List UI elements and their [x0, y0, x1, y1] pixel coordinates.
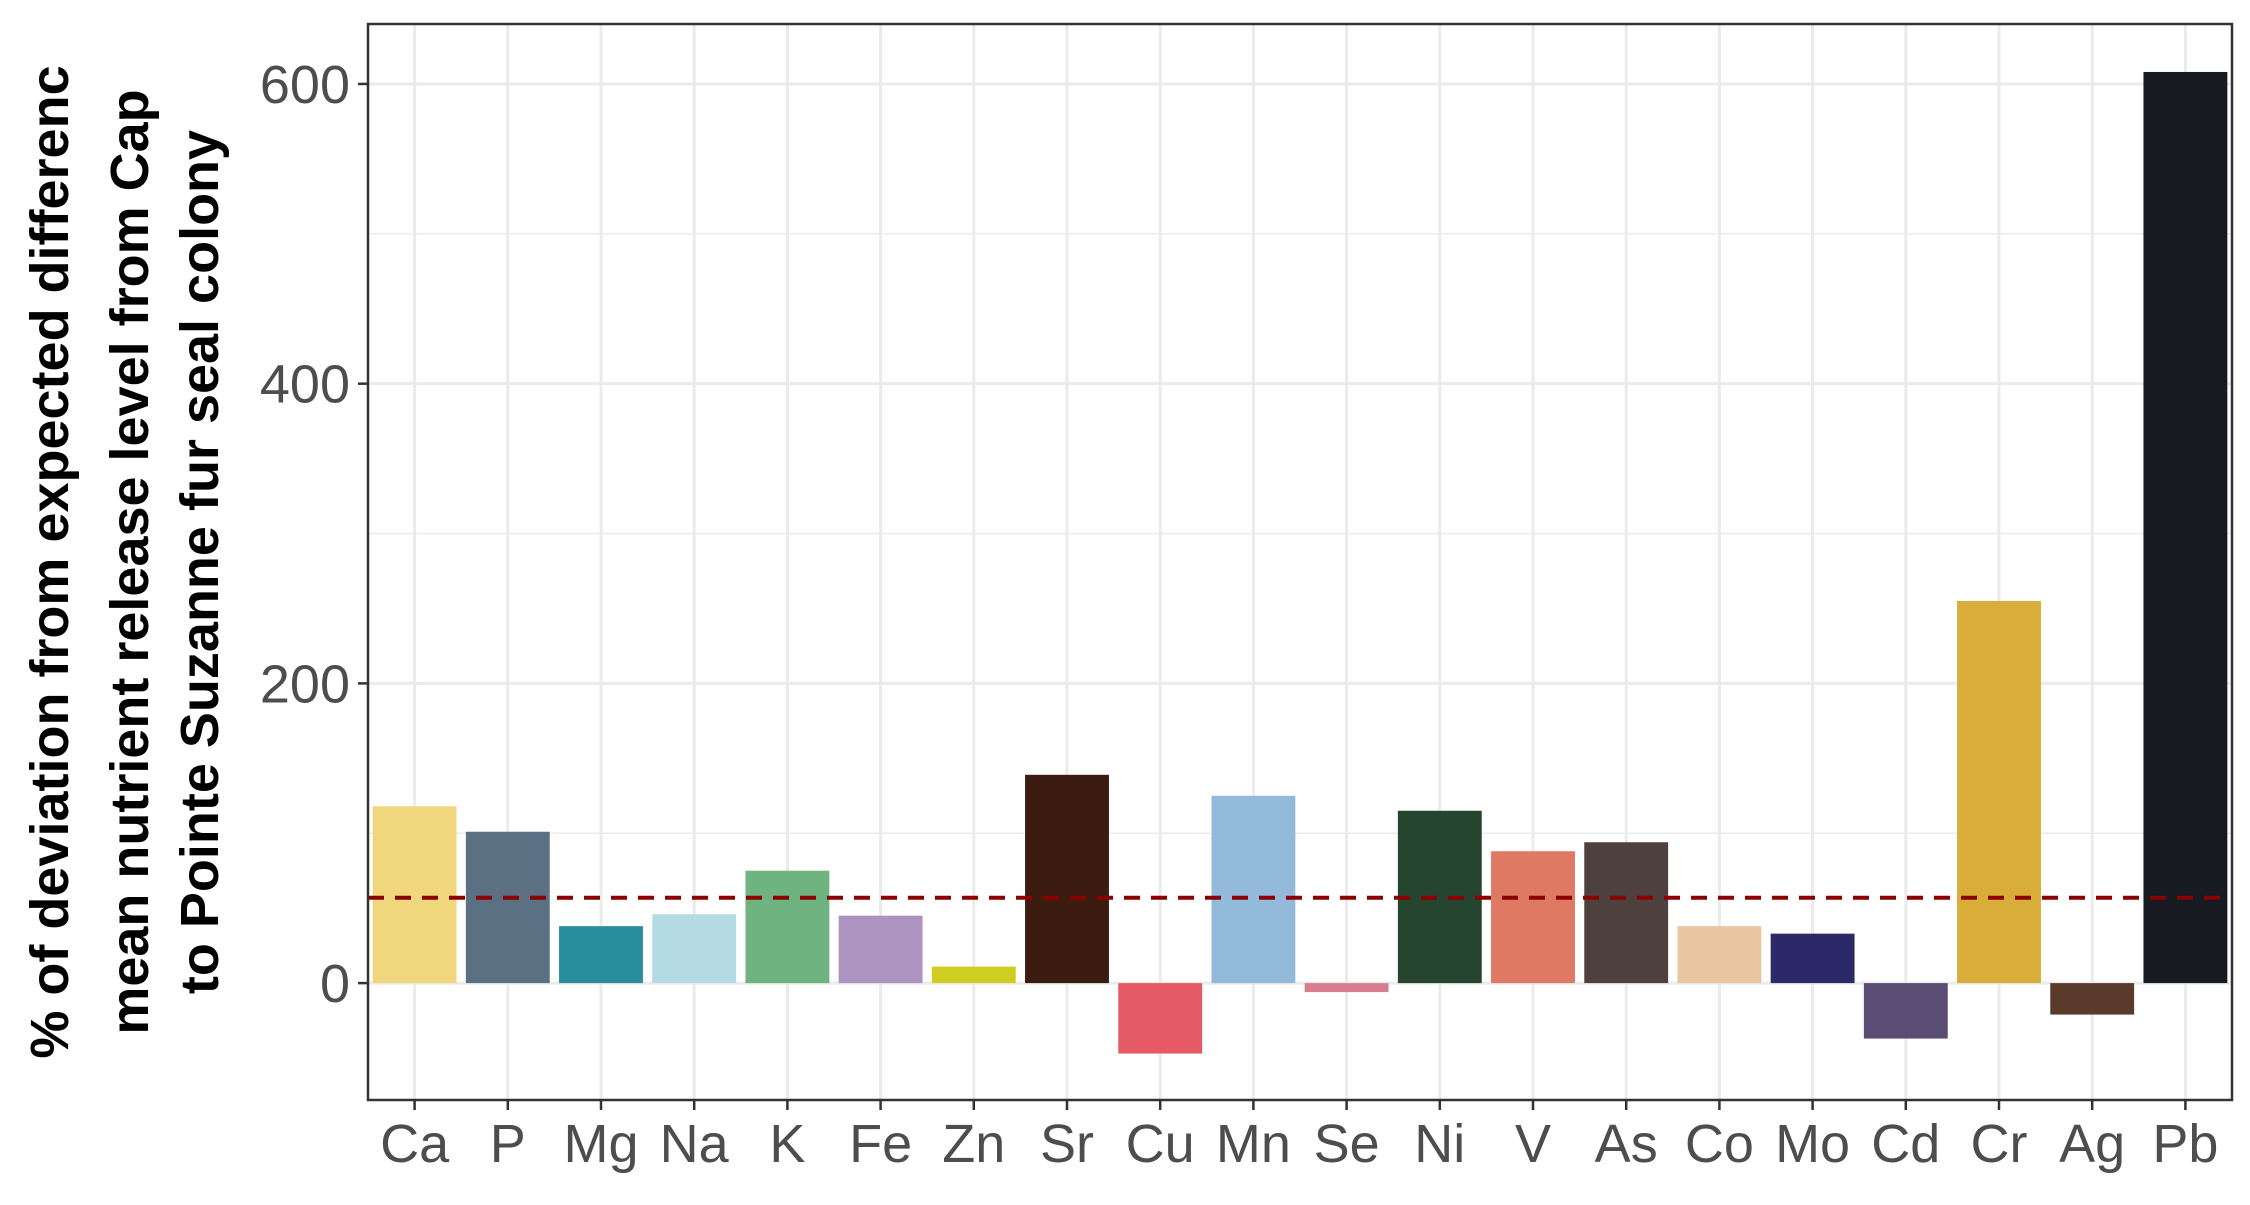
- x-tick-label: Cu: [1126, 1114, 1195, 1174]
- y-axis-title: % of deviation from expected differenc me…: [20, 65, 230, 1058]
- y-axis-title-line: to Pointe Suzanne fur seal colony: [170, 130, 230, 994]
- bar-as: [1584, 842, 1669, 984]
- bar-mn: [1211, 795, 1296, 984]
- panel-border: [366, 22, 2234, 1102]
- y-tick-label: 0: [320, 954, 350, 1014]
- bar-fe: [838, 915, 923, 984]
- bar-v: [1491, 851, 1575, 984]
- bar-ni: [1397, 810, 1482, 984]
- bar-ag: [2050, 983, 2135, 1015]
- x-tick-label: Cd: [1871, 1114, 1940, 1174]
- x-tick-label: Mg: [563, 1114, 638, 1174]
- x-tick-label: Sr: [1040, 1114, 1094, 1174]
- x-tick-label: Ni: [1414, 1114, 1465, 1174]
- x-tick-label: Na: [660, 1114, 730, 1174]
- x-tick-label: As: [1595, 1114, 1658, 1174]
- bar-co: [1677, 926, 1762, 984]
- bar-cd: [1863, 983, 1948, 1039]
- y-axis-title-line: mean nutrient release level from Cap: [100, 89, 160, 1034]
- y-tick-label: 400: [260, 355, 350, 415]
- y-axis-title-line: % of deviation from expected differenc: [20, 65, 80, 1058]
- bar-k: [745, 870, 830, 984]
- y-tick-label: 600: [260, 55, 350, 115]
- x-tick-label: Fe: [849, 1114, 912, 1174]
- bar-zn: [931, 966, 1016, 984]
- bar-p: [465, 831, 550, 984]
- grid-lines: [368, 24, 2232, 1100]
- bar-pb: [2143, 71, 2228, 984]
- bar-sr: [1025, 774, 1109, 984]
- x-tick-label: Cr: [1971, 1114, 2028, 1174]
- bar-ca: [372, 806, 457, 984]
- bar-cr: [1957, 600, 2041, 984]
- x-tick-label: P: [490, 1114, 526, 1174]
- y-axis: 0 200 400 600: [260, 55, 368, 1014]
- x-tick-label: Ca: [380, 1114, 450, 1174]
- x-tick-label: Ag: [2059, 1114, 2125, 1174]
- bar-cu: [1118, 983, 1203, 1054]
- x-tick-label: V: [1515, 1114, 1551, 1174]
- x-tick-label: Zn: [942, 1114, 1005, 1174]
- bar-se: [1304, 983, 1389, 993]
- x-tick-label: Mn: [1216, 1114, 1291, 1174]
- x-tick-label: Se: [1314, 1114, 1380, 1174]
- x-tick-label: Co: [1685, 1114, 1754, 1174]
- x-axis: Ca P Mg Na K Fe Zn Sr Cu Mn Se Ni V As Co Mo Cd Cr Ag Pb: [380, 1100, 2218, 1174]
- x-tick-label: Pb: [2152, 1114, 2218, 1174]
- bars: [372, 71, 2228, 1054]
- bar-mg: [559, 926, 643, 984]
- bar-na: [652, 914, 737, 984]
- bar-mo: [1770, 933, 1855, 984]
- y-tick-label: 200: [260, 654, 350, 714]
- x-tick-label: K: [769, 1114, 805, 1174]
- x-tick-label: Mo: [1775, 1114, 1850, 1174]
